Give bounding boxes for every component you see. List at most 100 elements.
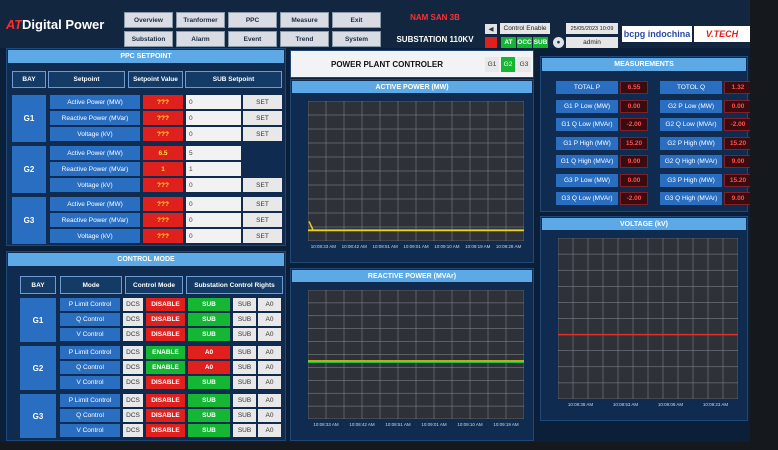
control-right-button[interactable]: A0: [258, 313, 281, 326]
mode-label: Q Control: [60, 361, 120, 374]
mode-state[interactable]: DISABLE: [146, 313, 185, 326]
control-right-button[interactable]: SUB: [233, 313, 256, 326]
panel-title: PPC SETPOINT: [8, 50, 284, 63]
measurement-label: G1 P High (MW): [556, 136, 618, 150]
control-owner: SUB: [188, 298, 230, 311]
control-right-button[interactable]: A0: [258, 298, 281, 311]
set-button[interactable]: SET: [243, 213, 282, 227]
mode-label: V Control: [60, 328, 120, 341]
set-button[interactable]: SET: [243, 178, 282, 192]
sub-setpoint-input[interactable]: 5: [186, 146, 241, 160]
sub-setpoint-input[interactable]: 0: [186, 111, 241, 125]
mode-state[interactable]: DISABLE: [146, 298, 185, 311]
set-button[interactable]: SET: [243, 197, 282, 211]
nav-button[interactable]: Measure: [280, 12, 329, 28]
control-right-button[interactable]: A0: [258, 394, 281, 407]
nav-button[interactable]: Event: [228, 31, 277, 47]
set-button[interactable]: SET: [243, 229, 282, 243]
control-owner: A0: [188, 361, 230, 374]
control-right-button[interactable]: SUB: [233, 328, 256, 341]
setpoint-value: ???: [143, 127, 183, 141]
column-header: BAY: [20, 276, 56, 294]
sub-setpoint-input[interactable]: 0: [186, 178, 241, 192]
measurement-value: 9.00: [724, 192, 750, 205]
column-header: BAY: [12, 71, 46, 88]
control-right-button[interactable]: A0: [258, 424, 281, 437]
control-right-button[interactable]: A0: [258, 361, 281, 374]
access-mode[interactable]: SUB: [533, 37, 548, 48]
x-axis-label: 10:09:01 AM: [403, 244, 429, 249]
set-button[interactable]: SET: [243, 95, 282, 109]
stop-button[interactable]: [485, 37, 497, 48]
sub-setpoint-input[interactable]: 0: [186, 213, 241, 227]
sub-setpoint-input[interactable]: 0: [186, 197, 241, 211]
nav-button[interactable]: PPC: [228, 12, 277, 28]
x-axis-label: 10:09:28 AM: [495, 244, 522, 249]
partner-logo: bcpg indochina: [622, 26, 692, 42]
unit-button[interactable]: G3: [517, 57, 531, 72]
control-right-button[interactable]: SUB: [233, 394, 256, 407]
measurement-label: G2 Q High (MVAr): [660, 155, 722, 168]
bay-label: G3: [20, 394, 56, 438]
control-right-button[interactable]: SUB: [233, 346, 256, 359]
control-right-button[interactable]: A0: [258, 376, 281, 389]
control-right-button[interactable]: SUB: [233, 298, 256, 311]
plant-title: POWER PLANT CONTROLER: [331, 59, 443, 69]
sub-setpoint-input[interactable]: 1: [186, 162, 241, 176]
measurement-value: 0.00: [724, 99, 750, 113]
sub-setpoint-input[interactable]: 0: [186, 95, 241, 109]
mode-state[interactable]: ENABLE: [146, 346, 185, 359]
setpoint-label: Active Power (MW): [50, 95, 140, 109]
sub-setpoint-input[interactable]: 0: [186, 229, 241, 243]
setpoint-label: Active Power (MW): [50, 197, 140, 211]
measurement-value: 15.20: [620, 136, 648, 150]
control-right-button[interactable]: A0: [258, 346, 281, 359]
trend-plot: [308, 101, 524, 241]
control-right-button[interactable]: A0: [258, 328, 281, 341]
nav-button[interactable]: Tranformer: [176, 12, 225, 28]
setpoint-label: Active Power (MW): [50, 146, 140, 160]
control-right-button[interactable]: SUB: [233, 376, 256, 389]
control-right-button[interactable]: SUB: [233, 424, 256, 437]
mode-state[interactable]: ENABLE: [146, 361, 185, 374]
mode-state[interactable]: DISABLE: [146, 424, 185, 437]
nav-button[interactable]: Alarm: [176, 31, 225, 47]
measurement-value: 0.00: [620, 173, 648, 187]
x-axis-label: 10:09:19 AM: [493, 422, 519, 427]
control-owner: SUB: [188, 394, 230, 407]
x-axis-label: 10:08:42 AM: [349, 422, 375, 427]
access-mode[interactable]: AT: [501, 37, 516, 48]
control-right-button[interactable]: SUB: [233, 409, 256, 422]
column-header: Mode: [60, 276, 122, 294]
set-button[interactable]: SET: [243, 111, 282, 125]
mode-state[interactable]: DISABLE: [146, 409, 185, 422]
mode-state[interactable]: DISABLE: [146, 328, 185, 341]
mode-label: P Limit Control: [60, 298, 120, 311]
nav-button[interactable]: Substation: [124, 31, 173, 47]
set-button[interactable]: SET: [243, 127, 282, 141]
setpoint-label: Reactive Power (MVar): [50, 162, 140, 176]
measurement-value: 9.00: [620, 155, 648, 168]
nav-button[interactable]: Overview: [124, 12, 173, 28]
setpoint-value: ???: [143, 197, 183, 211]
mode-state[interactable]: DISABLE: [146, 376, 185, 389]
sub-setpoint-input[interactable]: 0: [186, 127, 241, 141]
mode-state[interactable]: DISABLE: [146, 394, 185, 407]
nav-button[interactable]: Trend: [280, 31, 329, 47]
unit-button[interactable]: G1: [485, 57, 499, 72]
nav-button[interactable]: Exit: [332, 12, 381, 28]
setpoint-label: Voltage (kV): [50, 229, 140, 243]
control-right-button[interactable]: SUB: [233, 361, 256, 374]
screen: AT Digital Power NAM SAN 3B SUBSTATION 1…: [0, 0, 750, 442]
control-owner: SUB: [188, 376, 230, 389]
measurement-label: G3 P High (MW): [660, 173, 722, 187]
control-right-button[interactable]: A0: [258, 409, 281, 422]
unit-button[interactable]: G2: [501, 57, 515, 72]
panel: [540, 56, 748, 212]
bay-label: G1: [12, 95, 46, 142]
nav-button[interactable]: System: [332, 31, 381, 47]
setpoint-value: ???: [143, 178, 183, 192]
speaker-icon[interactable]: ◀: [485, 24, 497, 34]
measurement-value: 6.55: [620, 81, 648, 94]
access-mode[interactable]: OCC: [517, 37, 532, 48]
